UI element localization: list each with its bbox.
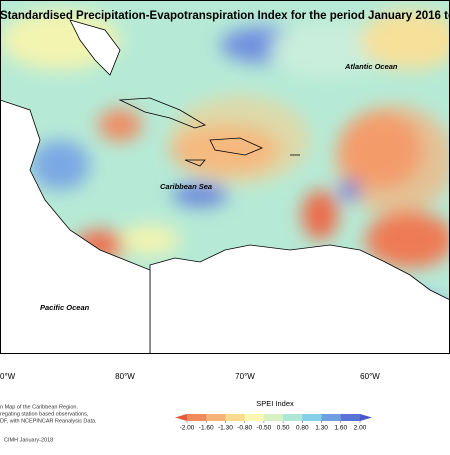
colorbar-end <box>360 414 372 421</box>
colorbar-label: -1.60 <box>199 425 214 432</box>
colorbar-label: -2.00 <box>180 425 195 432</box>
note: n Map of the Caribbean Region. <box>0 404 78 410</box>
lon-label: 0°W <box>0 372 16 381</box>
colorbar-segment <box>340 414 361 421</box>
lon-label: 70°W <box>235 372 255 381</box>
colorbar-label: 0.50 <box>277 425 290 432</box>
colorbar-segment <box>187 414 207 421</box>
colorbar-label: 1.60 <box>334 425 347 432</box>
lon-labels: 0°W 80°W 70°W 60°W <box>0 372 380 381</box>
lon-label: 80°W <box>115 372 135 381</box>
map-title: Standardised Precipitation-Evapotranspir… <box>0 10 450 22</box>
colorbar-label: -0.80 <box>237 425 252 432</box>
land <box>0 19 450 354</box>
note: DF, with NCEPINCAR Reanalysis Data. <box>0 418 97 424</box>
colorbar-segment <box>263 414 284 421</box>
credit: CIMH January-2018 <box>4 437 53 443</box>
ocean-label: Atlantic Ocean <box>344 62 398 71</box>
colorbar-label: 2.00 <box>354 425 367 432</box>
ocean-label: Pacific Ocean <box>40 303 90 312</box>
note: regating station based observations, <box>0 411 89 417</box>
colorbar-segment <box>321 414 342 421</box>
colorbar-segment <box>225 414 246 421</box>
lon-label: 60°W <box>360 372 380 381</box>
colorbar-segment <box>283 414 303 421</box>
legend-title: SPEI Index <box>256 399 294 408</box>
colorbar-label: -1.30 <box>218 425 233 432</box>
colorbar-end <box>175 414 187 421</box>
colorbar-label: -0.50 <box>256 425 271 432</box>
colorbar-segment <box>244 414 265 421</box>
colorbar-segment <box>206 414 226 421</box>
colorbar-label: 1.30 <box>315 425 328 432</box>
colorbar-label: 0.80 <box>296 425 309 432</box>
colorbar-segment <box>302 414 323 421</box>
map: Standardised Precipitation-Evapotranspir… <box>0 0 450 354</box>
notes: n Map of the Caribbean Region. regating … <box>0 404 97 443</box>
sea-label: Caribbean Sea <box>160 182 212 191</box>
colorbar: -2.00 -1.60 -1.30 -0.80 -0.50 0.50 0.80 1.30 1.6… <box>175 414 372 432</box>
